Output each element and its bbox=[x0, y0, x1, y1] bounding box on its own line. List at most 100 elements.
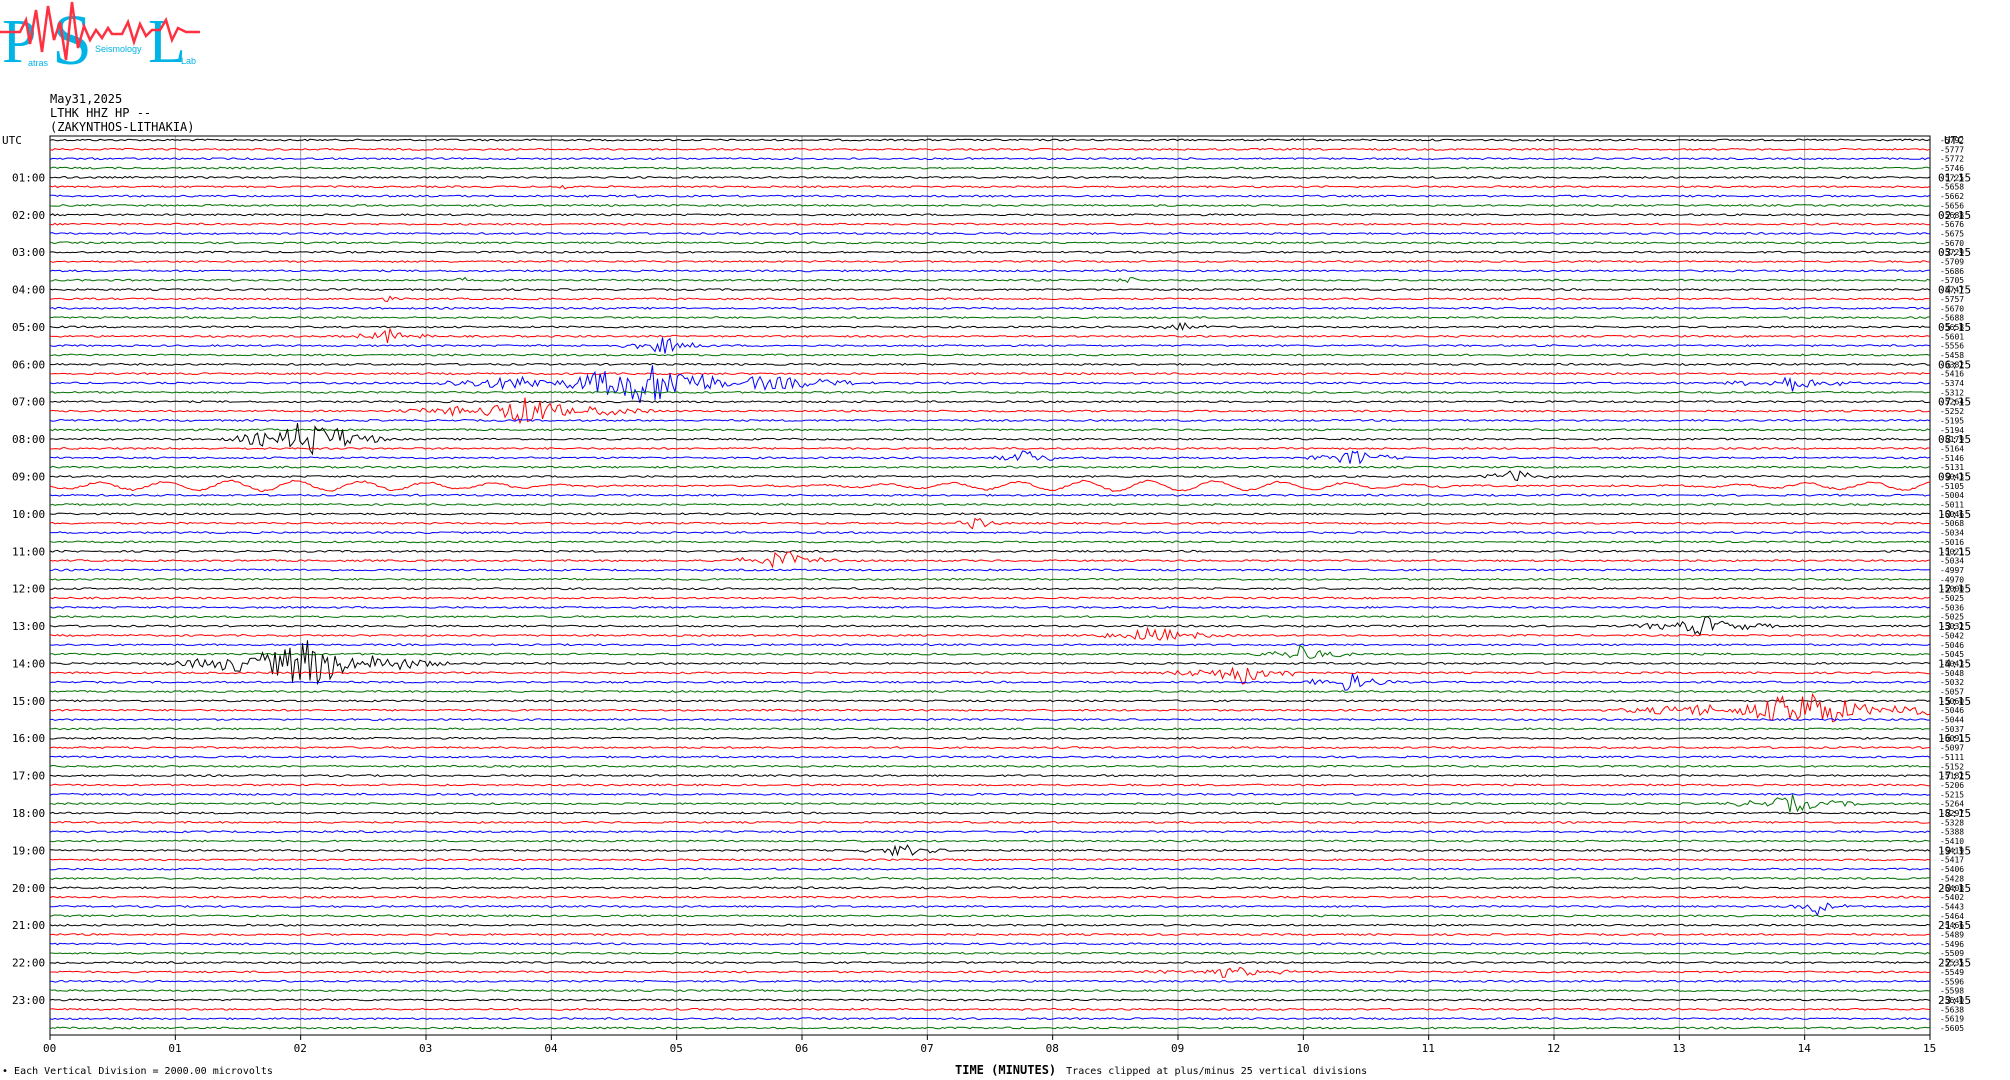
clip-note: Traces clipped at plus/minus 25 vertical… bbox=[1066, 1066, 1368, 1077]
right-hour-label: 15:15 bbox=[1938, 695, 1971, 708]
trace-offset-label: -5043 bbox=[1940, 659, 1964, 668]
seismic-trace bbox=[49, 450, 1931, 465]
trace-offset-label: -5658 bbox=[1940, 323, 1964, 332]
trace-offset-label: -5179 bbox=[1940, 435, 1964, 444]
seismic-trace bbox=[49, 194, 1931, 198]
trace-offset-label: -5466 bbox=[1940, 921, 1964, 930]
trace-offset-label: -5016 bbox=[1940, 538, 1964, 547]
trace-offset-label: -5206 bbox=[1940, 781, 1964, 790]
seismic-trace bbox=[49, 147, 1931, 151]
trace-offset-label: -5097 bbox=[1940, 744, 1964, 753]
trace-offset-label: -5374 bbox=[1940, 379, 1964, 388]
seismic-trace bbox=[49, 551, 1931, 569]
trace-offset-label: -5046 bbox=[1940, 641, 1964, 650]
trace-offset-label: -5489 bbox=[1940, 931, 1964, 940]
seismic-trace bbox=[49, 718, 1931, 721]
trace-offset-label: -5043 bbox=[1940, 473, 1964, 482]
right-hour-label: 02:15 bbox=[1938, 209, 1971, 222]
seismic-trace bbox=[49, 792, 1931, 796]
seismic-trace bbox=[49, 746, 1931, 750]
x-tick-label: 13 bbox=[1672, 1042, 1685, 1055]
right-hour-label: 20:15 bbox=[1938, 882, 1971, 895]
seismic-trace bbox=[49, 288, 1931, 292]
trace-offset-label: -5382 bbox=[1940, 360, 1964, 369]
trace-offset-label: -4997 bbox=[1940, 566, 1964, 575]
x-tick-label: 14 bbox=[1798, 1042, 1812, 1055]
trace-offset-label: -5676 bbox=[1940, 220, 1964, 229]
seismic-trace bbox=[49, 184, 1931, 190]
right-hour-label: 09:15 bbox=[1938, 471, 1971, 484]
x-tick-label: 08 bbox=[1046, 1042, 1059, 1055]
seismic-trace bbox=[49, 479, 1931, 493]
trace-offset-label: -5535 bbox=[1940, 959, 1964, 968]
logo-subtext-seismology: Seismology bbox=[95, 44, 142, 54]
trace-offset-label: -5458 bbox=[1940, 351, 1964, 360]
seismic-trace bbox=[49, 1007, 1931, 1011]
right-hour-label: 07:15 bbox=[1938, 396, 1971, 409]
seismic-trace bbox=[49, 794, 1931, 813]
seismic-trace bbox=[49, 966, 1931, 978]
seismic-trace bbox=[49, 644, 1931, 659]
plot-date: May31,2025 bbox=[50, 92, 123, 106]
left-hour-label: 16:00 bbox=[12, 732, 45, 745]
x-tick-label: 00 bbox=[43, 1042, 56, 1055]
left-hour-label: 11:00 bbox=[12, 545, 45, 558]
trace-offset-label: -5402 bbox=[1940, 893, 1964, 902]
x-tick-label: 11 bbox=[1422, 1042, 1435, 1055]
seismic-trace bbox=[49, 372, 1931, 376]
x-tick-label: 15 bbox=[1923, 1042, 1936, 1055]
seismic-trace bbox=[49, 783, 1930, 787]
seismic-trace bbox=[49, 699, 1931, 703]
trace-offset-label: -5004 bbox=[1940, 491, 1964, 500]
trace-offset-label: -5556 bbox=[1940, 342, 1964, 351]
trace-offset-label: -5044 bbox=[1940, 716, 1964, 725]
trace-offset-label: -5640 bbox=[1940, 996, 1964, 1005]
trace-offset-label: -5688 bbox=[1940, 314, 1964, 323]
left-hour-label: 07:00 bbox=[12, 396, 45, 409]
right-axis-title: UTC bbox=[1944, 134, 1964, 147]
seismic-trace bbox=[49, 902, 1931, 917]
trace-offset-label: -5146 bbox=[1940, 454, 1964, 463]
seismic-trace bbox=[49, 1026, 1931, 1030]
right-hour-label: 23:15 bbox=[1938, 994, 1971, 1007]
seismic-trace bbox=[49, 568, 1931, 572]
seismic-trace bbox=[49, 961, 1931, 965]
trace-offset-label: -5605 bbox=[1940, 1024, 1964, 1033]
trace-offset-label: -5328 bbox=[1940, 818, 1964, 827]
seismic-trace bbox=[49, 942, 1931, 946]
seismic-trace bbox=[49, 858, 1931, 862]
left-hour-label: 12:00 bbox=[12, 583, 45, 596]
x-tick-label: 09 bbox=[1171, 1042, 1184, 1055]
seismic-trace bbox=[49, 428, 1931, 432]
trace-offset-label: -5045 bbox=[1940, 650, 1964, 659]
seismic-trace bbox=[49, 755, 1931, 759]
seismic-trace bbox=[49, 895, 1931, 899]
trace-offset-label: -5772 bbox=[1940, 155, 1964, 164]
x-tick-label: 01 bbox=[168, 1042, 181, 1055]
plot-frame bbox=[49, 135, 1931, 1036]
trace-offset-label: -5034 bbox=[1940, 529, 1964, 538]
seismic-trace bbox=[49, 727, 1931, 731]
trace-offset-label: -5091 bbox=[1940, 734, 1964, 743]
seismic-trace bbox=[49, 876, 1931, 880]
trace-offset-label: -5709 bbox=[1940, 258, 1964, 267]
psl-logo: P S L atras Seismology Lab bbox=[0, 0, 200, 72]
seismic-trace bbox=[49, 626, 1931, 642]
trace-offset-label: -5496 bbox=[1940, 940, 1964, 949]
left-hour-label: 23:00 bbox=[12, 994, 45, 1007]
trace-offset-label: -5032 bbox=[1940, 622, 1964, 631]
left-hour-label: 19:00 bbox=[12, 844, 45, 857]
trace-offset-label: -5746 bbox=[1940, 164, 1964, 173]
seismic-trace bbox=[49, 231, 1931, 235]
x-tick-label: 03 bbox=[419, 1042, 432, 1055]
trace-offset-label: -5042 bbox=[1940, 631, 1964, 640]
trace-offset-label: -5705 bbox=[1940, 276, 1964, 285]
right-hour-label: 04:15 bbox=[1938, 284, 1971, 297]
seismic-trace bbox=[49, 166, 1931, 170]
left-hour-label: 17:00 bbox=[12, 770, 45, 783]
left-hour-label: 13:00 bbox=[12, 620, 45, 633]
seismic-trace bbox=[49, 337, 1931, 354]
trace-offset-label: -5747 bbox=[1940, 286, 1964, 295]
right-hour-label: 08:15 bbox=[1938, 433, 1971, 446]
